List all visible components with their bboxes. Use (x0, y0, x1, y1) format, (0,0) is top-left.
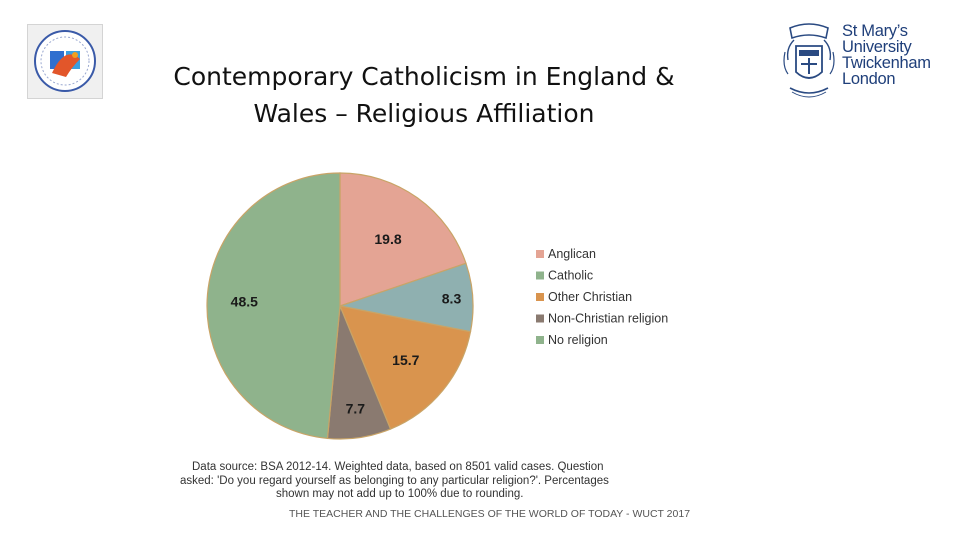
university-crest-icon (783, 23, 835, 98)
legend-label-1: Catholic (548, 269, 593, 283)
legend-label-3: Non-Christian religion (548, 312, 668, 326)
pie-value-label-2: 15.7 (392, 352, 419, 368)
slide-title: Contemporary Catholicism in England & Wa… (140, 58, 708, 132)
pie-value-labels: 19.8 8.3 15.7 7.7 48.5 (231, 231, 462, 417)
university-logo: St Mary’s University Twickenham London (782, 22, 942, 102)
chart-legend: Anglican Catholic Other Christian Non-Chris… (536, 247, 668, 347)
slide-footer: THE TEACHER AND THE CHALLENGES OF THE WO… (289, 508, 691, 520)
university-name-line-4: London (842, 70, 896, 88)
conference-logo-emblem (34, 30, 96, 92)
pie-value-label-4: 48.5 (231, 294, 258, 310)
source-line-2: asked: 'Do you regard yourself as belong… (180, 474, 609, 487)
pie-slice-0 (339, 172, 467, 307)
university-name: St Mary’s University Twickenham London (842, 22, 931, 88)
university-name-line-1: St Mary’s (842, 22, 908, 40)
pie-value-label-3: 7.7 (346, 401, 366, 417)
title-line-2: Wales – Religious Affiliation (253, 99, 595, 128)
source-line-1: Data source: BSA 2012-14. Weighted data,… (192, 461, 604, 473)
title-line-1: Contemporary Catholicism in England & (173, 62, 675, 91)
legend-swatch-2 (536, 293, 544, 301)
pie-value-label-0: 19.8 (374, 231, 401, 247)
pie-slice-4 (206, 172, 341, 440)
legend-label-0: Anglican (548, 247, 596, 261)
legend-swatch-3 (536, 314, 544, 323)
data-source-note: Data source: BSA 2012-14. Weighted data,… (180, 461, 650, 502)
legend-label-4: No religion (548, 333, 608, 347)
religious-affiliation-pie-chart: 19.8 8.3 15.7 7.7 48.5 Anglican Catholic Other… (206, 172, 668, 440)
pie-value-label-1: 8.3 (442, 291, 462, 307)
legend-label-2: Other Christian (548, 290, 632, 304)
pie-slices (206, 172, 474, 440)
legend-swatch-0 (536, 250, 544, 258)
legend-swatch-4 (536, 336, 544, 344)
university-name-line-3: Twickenham (842, 54, 931, 72)
pie-slice-2 (339, 305, 472, 430)
conference-logo (27, 24, 103, 99)
university-name-line-2: University (842, 38, 912, 56)
source-line-3: shown may not add up to 100% due to roun… (276, 488, 524, 500)
legend-swatch-1 (536, 271, 544, 280)
